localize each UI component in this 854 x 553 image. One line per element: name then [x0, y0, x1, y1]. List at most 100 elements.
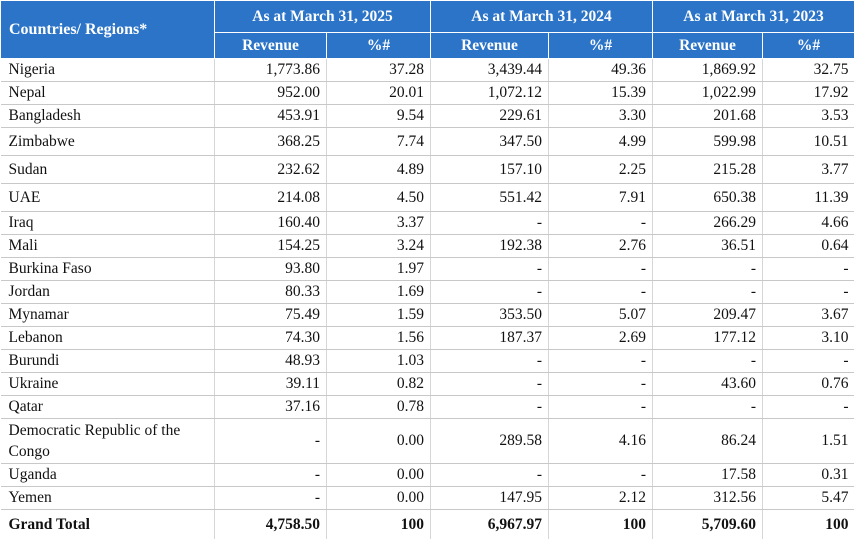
percent-2025: 1.56: [326, 326, 431, 350]
percent-2023: 0.76: [762, 372, 854, 396]
percent-2023: -: [762, 280, 854, 304]
table-row: Mynamar 75.49 1.59 353.50 5.07 209.47 3.67: [0, 303, 854, 327]
revenue-2024: -: [430, 349, 549, 373]
total-percent-2025: 100: [326, 509, 431, 539]
table-row: Burkina Faso 93.80 1.97- - - -: [0, 257, 854, 281]
percent-2024: 2.69: [548, 326, 653, 350]
country-name: Nepal: [0, 81, 215, 105]
percent-2023: -: [762, 395, 854, 419]
revenue-2025: 232.62: [214, 155, 327, 184]
percent-2025: 0.82: [326, 372, 431, 396]
revenue-2023: 36.51: [652, 234, 763, 258]
table-row: Bangladesh 453.91 9.54 229.61 3.30 201.68 3.53: [0, 104, 854, 128]
table-row: Qatar 37.16 0.78- - - -: [0, 395, 854, 419]
revenue-2024: -: [430, 463, 549, 487]
percent-2023: 0.64: [762, 234, 854, 258]
country-name: Iraq: [0, 211, 215, 235]
percent-2025: 9.54: [326, 104, 431, 128]
revenue-2025: 160.40: [214, 211, 327, 235]
percent-2024: 2.12: [548, 486, 653, 510]
percent-2023: 3.67: [762, 303, 854, 327]
revenue-2023: 177.12: [652, 326, 763, 350]
revenue-2025: -: [214, 463, 327, 487]
table-row: UAE 214.08 4.50 551.42 7.91 650.38 11.39: [0, 183, 854, 212]
revenue-2023: -: [652, 280, 763, 304]
revenue-header-2023: Revenue: [652, 32, 763, 59]
percent-2024: 15.39: [548, 81, 653, 105]
revenue-2025: 37.16: [214, 395, 327, 419]
table-row: Mali 154.25 3.24 192.38 2.76 36.51 0.64: [0, 234, 854, 258]
table-footer: Grand Total 4,758.50 100 6,967.97 100 5,…: [0, 509, 854, 539]
percent-2024: 2.76: [548, 234, 653, 258]
revenue-2024: -: [430, 372, 549, 396]
percent-2024: 3.30: [548, 104, 653, 128]
revenue-2023: 201.68: [652, 104, 763, 128]
percent-2023: 5.47: [762, 486, 854, 510]
percent-2024: -: [548, 257, 653, 281]
table-row: Ukraine 39.11 0.82- -43.60 0.76: [0, 372, 854, 396]
period-header-2024: As at March 31, 2024: [430, 0, 653, 33]
table-row: Nepal 952.00 20.01 1,072.12 15.39 1,022.99 17.…: [0, 81, 854, 105]
percent-2025: 3.24: [326, 234, 431, 258]
revenue-2024: 289.58: [430, 418, 549, 464]
percent-2024: 4.99: [548, 127, 653, 156]
revenue-2025: 952.00: [214, 81, 327, 105]
table-row: Lebanon 74.30 1.56 187.37 2.69 177.12 3.10: [0, 326, 854, 350]
percent-2025: 1.03: [326, 349, 431, 373]
revenue-2024: 347.50: [430, 127, 549, 156]
revenue-header-2024: Revenue: [430, 32, 549, 59]
table-row: Nigeria 1,773.86 37.28 3,439.44 49.36 1,869.9…: [0, 58, 854, 82]
revenue-2025: 74.30: [214, 326, 327, 350]
percent-2025: 37.28: [326, 58, 431, 82]
revenue-2025: 154.25: [214, 234, 327, 258]
country-name: Burundi: [0, 349, 215, 373]
country-name: Jordan: [0, 280, 215, 304]
revenue-2025: -: [214, 418, 327, 464]
country-name: Ukraine: [0, 372, 215, 396]
percent-2025: 0.00: [326, 463, 431, 487]
table-row: Iraq 160.40 3.37- -266.29 4.66: [0, 211, 854, 235]
country-name: Lebanon: [0, 326, 215, 350]
revenue-2025: 368.25: [214, 127, 327, 156]
revenue-2025: 39.11: [214, 372, 327, 396]
revenue-2024: 147.95: [430, 486, 549, 510]
percent-2023: 32.75: [762, 58, 854, 82]
percent-2025: 1.97: [326, 257, 431, 281]
percent-2025: 20.01: [326, 81, 431, 105]
table-row: Yemen -0.00 147.95 2.12 312.56 5.47: [0, 486, 854, 510]
total-percent-2024: 100: [548, 509, 653, 539]
region-column-header: Countries/ Regions*: [0, 0, 215, 59]
revenue-2024: 157.10: [430, 155, 549, 184]
revenue-2024: 229.61: [430, 104, 549, 128]
percent-2024: 7.91: [548, 183, 653, 212]
revenue-2024: -: [430, 280, 549, 304]
country-name: Democratic Republic of the Congo: [0, 418, 215, 464]
revenue-2025: 1,773.86: [214, 58, 327, 82]
country-name: Mynamar: [0, 303, 215, 327]
percent-header-2025: %#: [326, 32, 431, 59]
revenue-2023: 1,869.92: [652, 58, 763, 82]
revenue-2023: 599.98: [652, 127, 763, 156]
percent-2023: 3.10: [762, 326, 854, 350]
percent-2024: -: [548, 463, 653, 487]
percent-2025: 0.78: [326, 395, 431, 419]
percent-2023: 4.66: [762, 211, 854, 235]
country-name: Sudan: [0, 155, 215, 184]
percent-header-2024: %#: [548, 32, 653, 59]
percent-2024: 5.07: [548, 303, 653, 327]
revenue-2024: -: [430, 211, 549, 235]
percent-2023: 1.51: [762, 418, 854, 464]
revenue-2023: 209.47: [652, 303, 763, 327]
table-body: Nigeria 1,773.86 37.28 3,439.44 49.36 1,869.9…: [0, 58, 854, 510]
country-name: Qatar: [0, 395, 215, 419]
percent-2023: 10.51: [762, 127, 854, 156]
revenue-2025: 75.49: [214, 303, 327, 327]
revenue-2024: -: [430, 395, 549, 419]
revenue-2023: 650.38: [652, 183, 763, 212]
percent-2023: 0.31: [762, 463, 854, 487]
revenue-2023: 43.60: [652, 372, 763, 396]
table-row: Uganda -0.00- -17.58 0.31: [0, 463, 854, 487]
country-name: Uganda: [0, 463, 215, 487]
revenue-2024: 1,072.12: [430, 81, 549, 105]
percent-2024: -: [548, 372, 653, 396]
